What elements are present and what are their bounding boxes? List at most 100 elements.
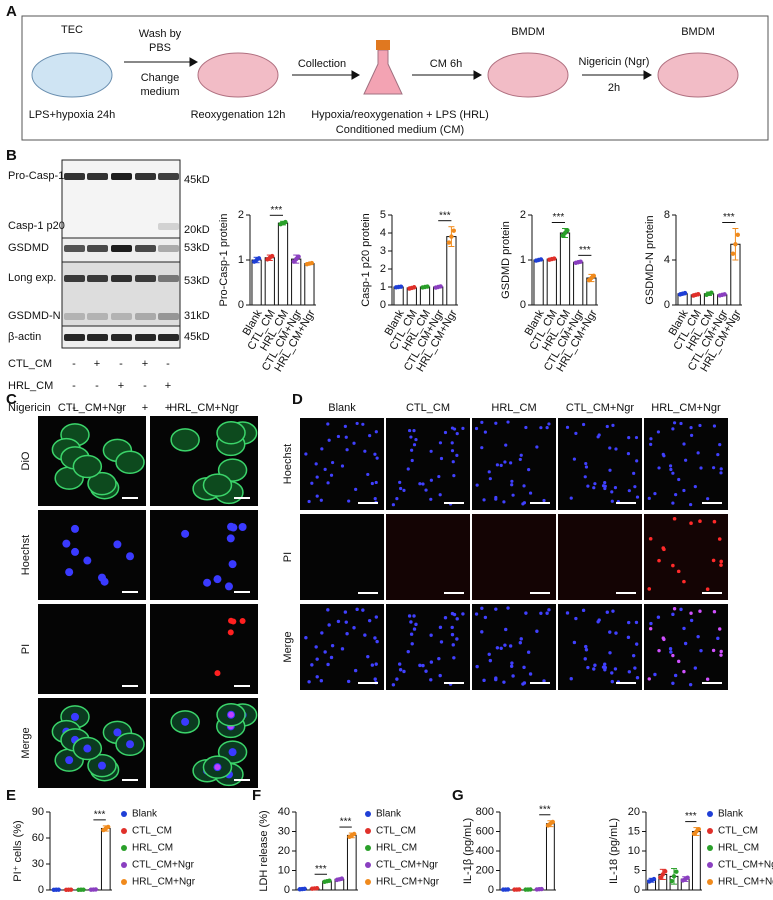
y-tick-label: 0 (284, 884, 290, 896)
nucleus (373, 636, 377, 640)
nucleus (373, 677, 377, 681)
nucleus (524, 611, 528, 615)
cell (72, 454, 103, 479)
blot-label: GSDMD-N (8, 310, 61, 322)
data-point (352, 831, 357, 837)
legend-label: CTL_CM (132, 826, 172, 837)
nucleus (539, 611, 543, 615)
legend-marker (121, 862, 127, 868)
dish (487, 52, 569, 98)
nucleus (524, 425, 528, 430)
band (64, 275, 85, 282)
nucleus (542, 679, 546, 683)
cell (87, 471, 117, 496)
nucleus (671, 612, 675, 617)
legend-marker (365, 828, 371, 834)
legend-marker (707, 879, 713, 885)
bar (419, 286, 431, 306)
micrograph (300, 514, 384, 600)
nucleus (610, 679, 614, 684)
nucleus (608, 468, 612, 472)
condition-sign: - (95, 380, 99, 392)
legend-marker (121, 845, 127, 851)
nucleus (451, 460, 455, 464)
data-point (302, 886, 307, 891)
nucleus (126, 740, 135, 749)
nucleus (480, 420, 484, 424)
micrograph (644, 514, 728, 600)
nucleus (718, 627, 722, 631)
column-header: CTL_CM+Ngr (566, 402, 634, 414)
y-tick-label: 0 (38, 884, 44, 896)
legend-marker (707, 845, 713, 851)
nucleus (412, 627, 417, 631)
kd-label: 31kD (184, 310, 210, 322)
nucleus (452, 474, 456, 478)
nucleus (450, 449, 455, 453)
nucleus (706, 497, 710, 501)
nucleus (649, 621, 653, 626)
nucleus (565, 425, 570, 429)
nucleus (345, 448, 349, 452)
data-point (398, 284, 404, 289)
data-point (671, 874, 677, 879)
nucleus (487, 470, 491, 474)
nucleus (455, 432, 459, 436)
nucleus (503, 643, 507, 647)
nucleus (319, 678, 324, 683)
data-point (709, 290, 714, 295)
nucleus (346, 679, 351, 684)
nucleus (327, 438, 331, 442)
nucleus (323, 650, 327, 654)
data-point (565, 228, 570, 233)
nucleus (656, 430, 661, 434)
nucleus (238, 523, 247, 532)
y-tick-label: 3 (380, 245, 386, 257)
nucleus (414, 437, 418, 442)
nucleus (569, 496, 573, 500)
nucleus (398, 668, 403, 672)
condition-label: CTL_CM (8, 358, 52, 370)
y-tick-label: 2 (380, 263, 386, 275)
nucleus (368, 434, 372, 438)
nucleus (545, 611, 549, 615)
y-tick-label: 0 (634, 884, 640, 896)
condition-sign: - (95, 402, 99, 414)
nucleus (510, 479, 514, 483)
y-tick-label: 1 (520, 254, 526, 266)
nucleus (488, 477, 492, 481)
data-point (591, 273, 596, 279)
nucleus (355, 607, 359, 612)
nucleus (614, 447, 618, 451)
significance: *** (579, 245, 591, 256)
y-tick-label: 0 (238, 299, 244, 311)
data-point (283, 219, 288, 225)
y-tick-label: 400 (476, 845, 494, 857)
pi-stain (671, 563, 675, 568)
nucleus (443, 616, 448, 620)
data-point (685, 875, 690, 880)
nucleus (653, 492, 657, 496)
row-label: Merge (20, 727, 32, 758)
y-tick-label: 0 (380, 299, 386, 311)
nucleus (572, 640, 577, 645)
data-point (660, 872, 665, 877)
nucleus (671, 653, 675, 658)
y-tick-label: 15 (628, 825, 640, 837)
nucleus (410, 458, 414, 463)
y-axis-label: IL-1β (pg/mL) (462, 818, 474, 884)
nucleus (682, 488, 686, 493)
nucleus (584, 461, 588, 466)
nucleus (683, 641, 688, 646)
nucleus (719, 653, 723, 657)
nucleus (657, 466, 661, 470)
nucleus (603, 665, 608, 670)
legend-label: HRL_CM+Ngr (718, 877, 773, 888)
significance: *** (553, 212, 565, 223)
nucleus (370, 481, 374, 486)
nucleus (488, 658, 493, 663)
data-point (412, 285, 417, 290)
micrograph (644, 604, 728, 690)
nucleus (395, 496, 399, 501)
data-point (106, 824, 111, 830)
